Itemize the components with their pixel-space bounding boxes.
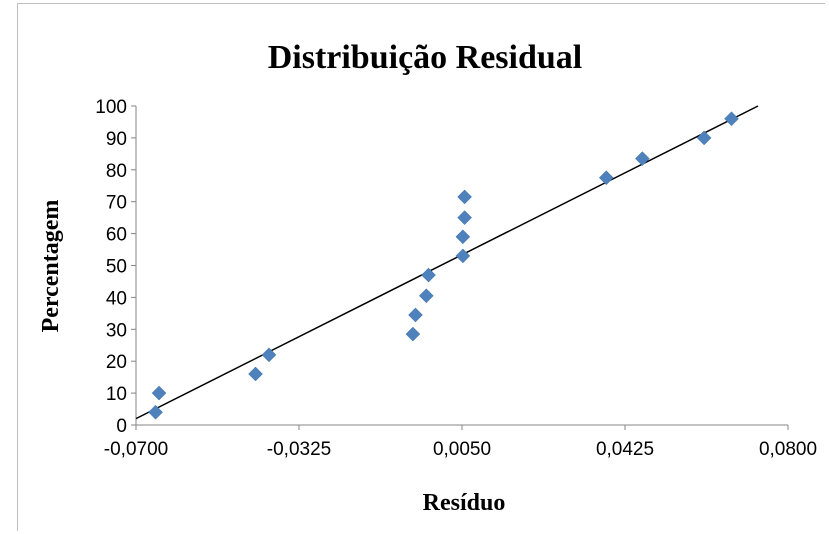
data-point — [151, 385, 167, 401]
y-tick-label: 90 — [106, 129, 127, 150]
data-point — [408, 307, 423, 323]
x-tick-label: 0,0425 — [596, 439, 654, 460]
y-axis-title: Percentagem — [38, 200, 64, 333]
x-tick-label: -0,0325 — [267, 439, 331, 460]
data-point — [696, 130, 712, 146]
y-tick-label: 40 — [106, 288, 127, 309]
x-tick-label: 0,0800 — [759, 439, 817, 460]
data-points — [148, 111, 739, 420]
y-tick-label: 20 — [106, 352, 127, 373]
data-point — [248, 366, 263, 382]
x-axis-title: Resíduo — [423, 490, 506, 516]
data-point — [598, 170, 614, 186]
y-tick-label: 80 — [106, 161, 127, 182]
data-point — [261, 347, 277, 363]
data-point — [455, 229, 471, 245]
x-tick-label: -0,0700 — [104, 439, 168, 460]
y-tick-label: 100 — [95, 97, 127, 118]
data-point — [405, 326, 421, 342]
y-tick-label: 10 — [106, 384, 127, 405]
chart-area — [17, 3, 825, 531]
data-point — [457, 210, 472, 226]
y-tick-label: 0 — [116, 416, 127, 437]
trendline-group — [135, 105, 759, 420]
y-tick-label: 50 — [106, 257, 127, 278]
data-point — [724, 111, 739, 127]
data-point — [635, 151, 650, 166]
data-point — [421, 267, 436, 283]
y-tick-label: 30 — [106, 320, 127, 341]
trendline — [135, 105, 759, 420]
y-tick-label: 70 — [106, 193, 127, 214]
axes — [131, 105, 789, 430]
data-point — [148, 404, 163, 420]
data-point — [419, 288, 434, 304]
data-point — [457, 189, 472, 205]
x-tick-label: 0,0050 — [433, 439, 491, 460]
tick-labels: 0 10 20 30 40 50 60 70 80 90 100 -0,0700 -0,0325 0,00… — [95, 97, 817, 460]
y-tick-label: 60 — [106, 225, 127, 246]
chart-title: Distribuição Residual — [268, 39, 583, 76]
data-point — [455, 248, 471, 264]
